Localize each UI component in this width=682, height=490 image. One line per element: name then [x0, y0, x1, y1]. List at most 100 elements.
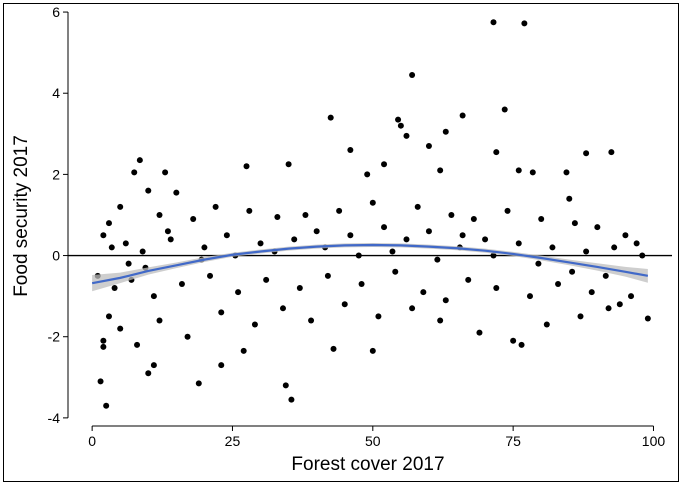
data-point	[288, 396, 295, 403]
data-point	[490, 19, 497, 26]
data-point	[583, 150, 590, 157]
data-point	[246, 207, 253, 214]
data-point	[425, 142, 432, 149]
data-point	[369, 199, 376, 206]
data-point	[563, 169, 570, 176]
data-point	[364, 171, 371, 178]
data-point	[588, 289, 595, 296]
data-point	[644, 315, 651, 322]
data-point	[515, 167, 522, 174]
data-point	[164, 228, 171, 235]
data-point	[162, 169, 169, 176]
data-point	[616, 301, 623, 308]
data-point	[145, 370, 152, 377]
data-point	[111, 285, 118, 292]
data-point	[313, 228, 320, 235]
data-point	[100, 232, 107, 239]
axes-layer	[63, 11, 654, 431]
y-axis-title: Food security 2017	[11, 135, 32, 297]
data-point	[223, 232, 230, 239]
data-point	[330, 345, 337, 352]
data-point	[434, 256, 441, 263]
data-point	[608, 149, 615, 156]
data-point	[274, 214, 281, 220]
y-tick-label: 0	[52, 248, 60, 264]
data-point	[240, 347, 247, 354]
data-point	[369, 347, 376, 354]
data-point	[602, 272, 609, 279]
data-point	[549, 244, 556, 251]
data-point	[336, 207, 343, 214]
fit-layer	[68, 242, 672, 292]
data-point	[347, 232, 354, 239]
x-tick-label: 50	[365, 433, 381, 449]
data-point	[476, 329, 483, 336]
data-point	[569, 268, 576, 275]
data-point	[150, 293, 157, 300]
data-point	[279, 305, 286, 312]
data-point	[555, 280, 562, 287]
y-tick-label: -4	[48, 410, 61, 426]
data-point	[105, 313, 112, 320]
data-point	[437, 317, 444, 324]
data-point	[482, 236, 489, 243]
x-tick-label: 25	[225, 433, 241, 449]
data-point	[633, 240, 640, 247]
data-point	[327, 114, 334, 121]
data-point	[611, 244, 618, 251]
data-point	[108, 244, 115, 251]
data-point	[577, 313, 584, 320]
data-point	[156, 211, 163, 218]
data-point	[302, 211, 309, 218]
data-point	[538, 216, 545, 223]
data-point	[375, 313, 382, 320]
data-point	[493, 149, 500, 156]
data-point	[131, 169, 138, 176]
data-point	[243, 163, 250, 170]
data-point	[605, 305, 612, 312]
data-point	[100, 337, 107, 344]
data-point	[414, 203, 421, 210]
data-point	[448, 211, 455, 218]
data-point	[459, 112, 466, 119]
data-point	[347, 147, 354, 154]
y-tick-label: 4	[52, 85, 60, 101]
data-point	[139, 248, 146, 255]
data-point	[308, 317, 315, 324]
data-point	[184, 333, 191, 340]
data-point	[628, 293, 635, 300]
data-point	[103, 402, 110, 409]
data-point	[150, 362, 157, 369]
data-point	[465, 276, 472, 283]
data-point	[526, 293, 533, 300]
data-point	[504, 207, 511, 214]
data-point	[459, 232, 466, 239]
data-point	[296, 285, 303, 292]
data-point	[543, 321, 550, 328]
x-axis-title: Forest cover 2017	[291, 454, 444, 475]
data-point	[125, 260, 132, 267]
data-point	[218, 362, 225, 369]
data-point	[136, 157, 143, 164]
data-point	[392, 268, 399, 275]
data-point	[117, 325, 124, 332]
data-point	[218, 309, 225, 316]
y-tick-label: -2	[48, 329, 61, 345]
fit-line	[91, 243, 649, 285]
data-point	[190, 216, 197, 223]
data-point	[571, 220, 578, 227]
labels-layer: -4 -2 0 2 4 6 0 25 50 75 100	[48, 4, 666, 449]
data-point	[235, 289, 242, 296]
x-tick-label: 100	[642, 433, 666, 449]
data-point	[285, 161, 292, 168]
data-point	[566, 195, 573, 202]
data-point	[518, 341, 525, 348]
data-point	[100, 343, 107, 350]
data-point	[529, 169, 536, 176]
data-point	[409, 305, 416, 312]
data-point	[594, 224, 601, 231]
data-point	[381, 224, 388, 231]
data-point	[167, 236, 174, 243]
data-point	[324, 272, 331, 279]
